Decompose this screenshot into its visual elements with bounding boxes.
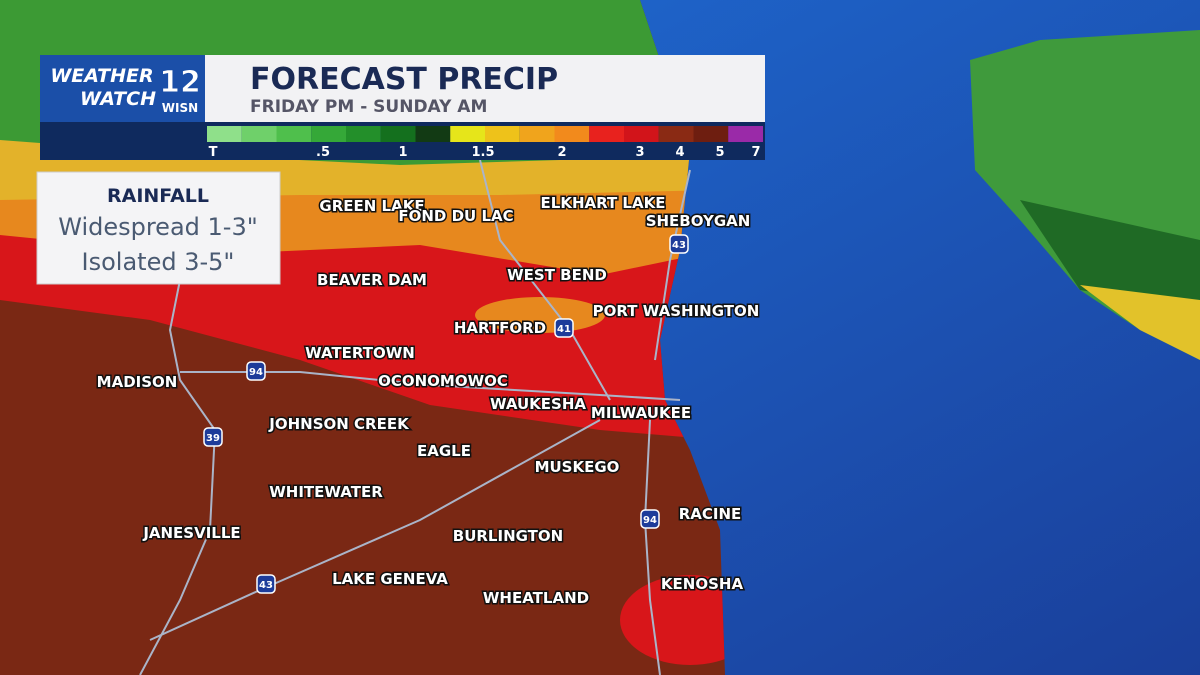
- legend-swatch: [519, 126, 555, 142]
- shield-badge: [669, 234, 689, 254]
- shield-badge: [640, 509, 660, 529]
- highway-shields: 43 41 94 39 94 43: [203, 234, 689, 594]
- legend-swatch: [380, 126, 416, 142]
- city-label: WAUKESHA: [490, 395, 586, 413]
- shield-badge: [203, 427, 223, 447]
- legend-label: 5: [715, 145, 724, 160]
- city-label: KENOSHA: [661, 575, 744, 593]
- shield-label: 94: [643, 515, 657, 526]
- legend-label: T: [209, 145, 218, 160]
- legend-label: 4: [675, 145, 684, 160]
- city-label: ELKHART LAKE: [541, 194, 666, 212]
- legend-swatch: [207, 126, 242, 142]
- legend: T .5 1 1.5 2 3 4 5 7: [207, 126, 763, 160]
- subtitle: FRIDAY PM - SUNDAY AM: [250, 97, 487, 117]
- legend-swatch: [728, 126, 763, 142]
- shield-label: 41: [557, 324, 571, 335]
- city-label: SHEBOYGAN: [646, 212, 751, 230]
- legend-label: 1: [398, 145, 407, 160]
- city-label: WEST BEND: [507, 266, 607, 284]
- shield-label: 39: [206, 433, 220, 444]
- legend-label: 2: [557, 145, 566, 160]
- city-label: WHEATLAND: [483, 589, 589, 607]
- shield-badge: [256, 574, 276, 594]
- shield-badge: [246, 361, 266, 381]
- michigan-band: [1020, 200, 1200, 310]
- legend-label: .5: [316, 145, 330, 160]
- legend-swatch: [589, 126, 624, 142]
- logo-line2: WATCH: [80, 88, 156, 110]
- title: FORECAST PRECIP: [250, 62, 558, 97]
- city-label: LAKE GENEVA: [332, 570, 448, 588]
- city-label: WHITEWATER: [269, 483, 383, 501]
- city-label: BEAVER DAM: [317, 271, 427, 289]
- legend-swatch: [624, 126, 659, 142]
- city-label: JANESVILLE: [142, 524, 240, 542]
- legend-swatch: [693, 126, 729, 142]
- logo-station: WISN: [162, 101, 198, 115]
- legend-swatch: [346, 126, 381, 142]
- shield-label: 43: [259, 580, 273, 591]
- city-label: WATERTOWN: [305, 344, 415, 362]
- city-label: MADISON: [97, 373, 178, 391]
- city-label: EAGLE: [417, 442, 471, 460]
- info-title: RAINFALL: [107, 185, 209, 207]
- legend-swatch: [241, 126, 277, 142]
- info-line: Isolated 3-5": [82, 248, 235, 276]
- legend-swatch: [450, 126, 485, 142]
- city-label: FOND DU LAC: [398, 207, 513, 225]
- city-label: JOHNSON CREEK: [268, 415, 410, 433]
- title-panel: [205, 55, 765, 122]
- city-label: MILWAUKEE: [591, 404, 691, 422]
- legend-label: 3: [635, 145, 644, 160]
- shield-label: 94: [249, 367, 263, 378]
- legend-swatch: [311, 126, 346, 142]
- shield-label: 43: [672, 240, 686, 251]
- info-box: [36, 171, 281, 285]
- city-label: GREEN LAKE: [319, 197, 424, 215]
- legend-swatch: [554, 126, 590, 142]
- legend-label: 7: [751, 145, 760, 160]
- city-label: MUSKEGO: [535, 458, 620, 476]
- legend-label: 1.5: [471, 145, 494, 160]
- shield-badge: [554, 318, 574, 338]
- legend-swatch: [276, 126, 312, 142]
- logo-channel: 12: [159, 65, 201, 100]
- logo-panel: [40, 55, 205, 122]
- city-label: PORT WASHINGTON: [593, 302, 760, 320]
- michigan-band: [1080, 285, 1200, 360]
- legend-swatch: [485, 126, 520, 142]
- logo-line1: WEATHER: [50, 65, 153, 87]
- legend-swatch: [415, 126, 451, 142]
- city-label: BURLINGTON: [453, 527, 563, 545]
- city-label: HARTFORD: [454, 319, 546, 337]
- legend-swatch: [658, 126, 694, 142]
- info-line: Widespread 1-3": [58, 213, 258, 241]
- city-label: RACINE: [679, 505, 742, 523]
- city-label: OCONOMOWOC: [378, 372, 508, 390]
